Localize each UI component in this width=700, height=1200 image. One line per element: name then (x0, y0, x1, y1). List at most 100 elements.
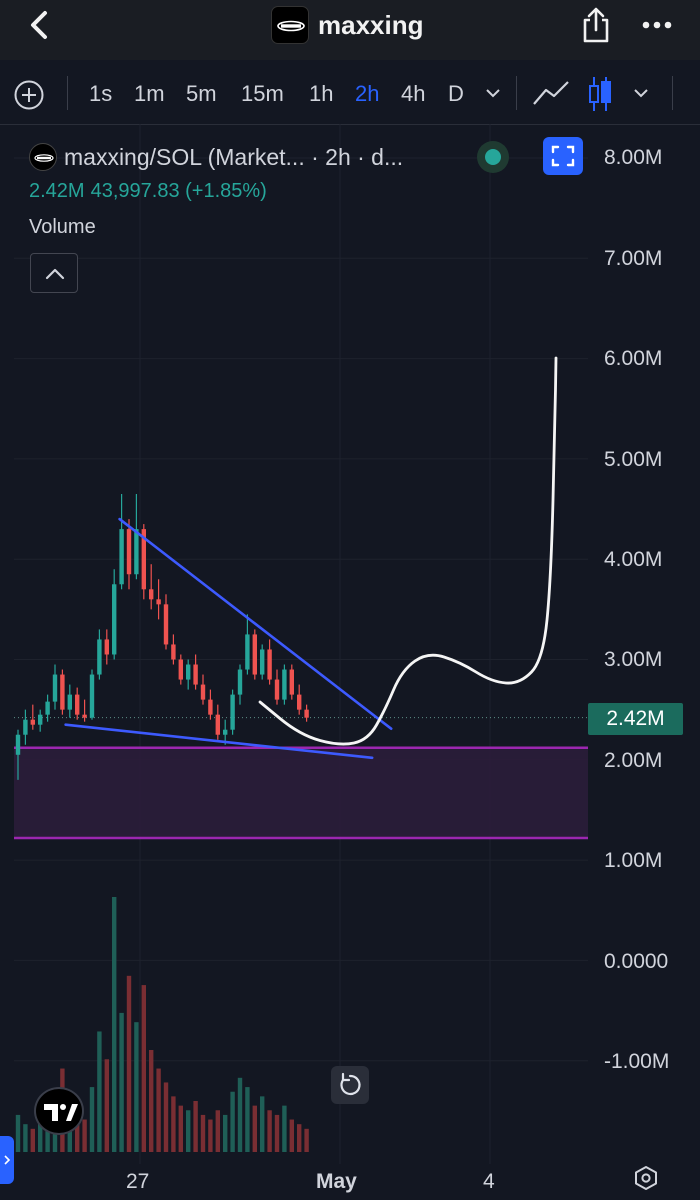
candle (267, 649, 272, 680)
candle (112, 584, 117, 655)
volume-bar (163, 1082, 169, 1152)
candle (282, 669, 287, 700)
y-axis-label: 6.00M (604, 347, 663, 370)
volume-bar (141, 985, 146, 1152)
top-bar: maxxing (0, 0, 700, 60)
interval-1h[interactable]: 1h (309, 81, 334, 106)
wedge-upper-trendline (118, 517, 393, 731)
interval-4h[interactable]: 4h (401, 81, 426, 106)
candle (67, 694, 72, 710)
market-status-indicator (477, 141, 509, 173)
more-dots-icon[interactable] (640, 12, 674, 38)
chevron-down-icon[interactable] (631, 86, 651, 100)
chevron-up-icon (45, 268, 65, 280)
volume-bar (223, 1114, 228, 1152)
candle (304, 709, 309, 718)
interval-d[interactable]: D (448, 81, 464, 106)
plus-circle-icon[interactable] (13, 79, 45, 111)
reset-chart-button[interactable] (331, 1066, 369, 1104)
volume-bar (97, 1031, 102, 1152)
candle (75, 694, 80, 715)
y-axis-label: 1.00M (604, 849, 663, 872)
settings-hex-icon[interactable] (633, 1165, 659, 1191)
candle (252, 634, 257, 675)
tradingview-logo-icon[interactable] (34, 1087, 84, 1135)
fullscreen-icon (551, 145, 575, 167)
pair-logo-icon (29, 143, 57, 171)
candle (97, 639, 102, 675)
maxxing-logo-icon (271, 6, 309, 44)
candle (23, 719, 28, 735)
app-title: maxxing (318, 10, 424, 40)
collapse-legend-button[interactable] (30, 253, 78, 293)
volume-bar (75, 1114, 80, 1152)
line-chart-icon[interactable] (530, 78, 572, 110)
volume-bar (267, 1110, 272, 1152)
toolbar-divider (672, 76, 673, 110)
y-axis-label: 7.00M (604, 247, 663, 270)
volume-bar (178, 1105, 183, 1152)
volume-bar (30, 1128, 35, 1152)
volume-bar (126, 975, 132, 1152)
volume-bar (230, 1091, 235, 1152)
candlestick-icon[interactable] (585, 74, 615, 114)
volume-bar (200, 1114, 206, 1152)
chart-toolbar: 1s 1m 5m 15m 1h 2h 4h D (0, 62, 700, 125)
volume-bar (134, 1022, 139, 1152)
price-chart[interactable] (0, 124, 700, 1200)
interval-1m[interactable]: 1m (134, 81, 165, 106)
candle (38, 714, 43, 725)
toolbar-divider (516, 76, 517, 110)
projection-curve (258, 356, 558, 746)
price-change: 43,997.83 (+1.85%) (90, 180, 267, 202)
candle (126, 529, 132, 575)
volume-bar (274, 1114, 280, 1152)
volume-bar (304, 1128, 309, 1152)
candle (171, 644, 176, 660)
volume-bar (82, 1119, 87, 1152)
chevron-left-icon[interactable] (26, 10, 54, 40)
volume-bar (186, 1110, 191, 1152)
candle (149, 589, 154, 600)
wedge-lower-trendline (64, 723, 374, 760)
volume-bar (282, 1105, 287, 1152)
candle (60, 674, 65, 710)
volume-bar (245, 1087, 250, 1152)
y-axis-label: -1.00M (604, 1050, 670, 1073)
current-price-badge: 2.42M (588, 703, 683, 735)
drawer-handle[interactable] (0, 1136, 14, 1184)
volume-bar (237, 1077, 243, 1152)
fullscreen-button[interactable] (543, 137, 583, 175)
y-axis-label: 2.00M (604, 749, 663, 772)
volume-bar (297, 1124, 302, 1152)
volume-bar (38, 1119, 43, 1152)
candle (193, 664, 198, 685)
candle (15, 734, 21, 755)
candle (186, 664, 191, 680)
volume-bar (149, 1050, 154, 1152)
volume-bar (119, 1012, 124, 1152)
share-icon[interactable] (580, 6, 612, 44)
candle (215, 714, 220, 735)
candle (297, 694, 302, 710)
candle (237, 669, 243, 695)
candle (208, 699, 213, 715)
candle (119, 529, 124, 585)
candle (134, 529, 139, 575)
interval-5m[interactable]: 5m (186, 81, 217, 106)
interval-15m[interactable]: 15m (241, 81, 284, 106)
interval-2h[interactable]: 2h (355, 81, 380, 106)
y-axis-label: 5.00M (604, 448, 663, 471)
symbol-title[interactable]: maxxing/SOL (Market... · 2h · d... (64, 144, 404, 170)
x-axis-label: 4 (483, 1170, 495, 1193)
interval-1s[interactable]: 1s (89, 81, 113, 106)
candle (141, 529, 146, 590)
chevron-down-icon[interactable] (483, 86, 503, 100)
x-axis-label: 27 (126, 1170, 150, 1193)
drawn-annotations (64, 356, 558, 760)
y-axis-label: 3.00M (604, 648, 663, 671)
x-axis-label: May (316, 1170, 357, 1193)
volume-bar (215, 1110, 220, 1152)
candle (82, 714, 87, 718)
candle (45, 701, 50, 715)
